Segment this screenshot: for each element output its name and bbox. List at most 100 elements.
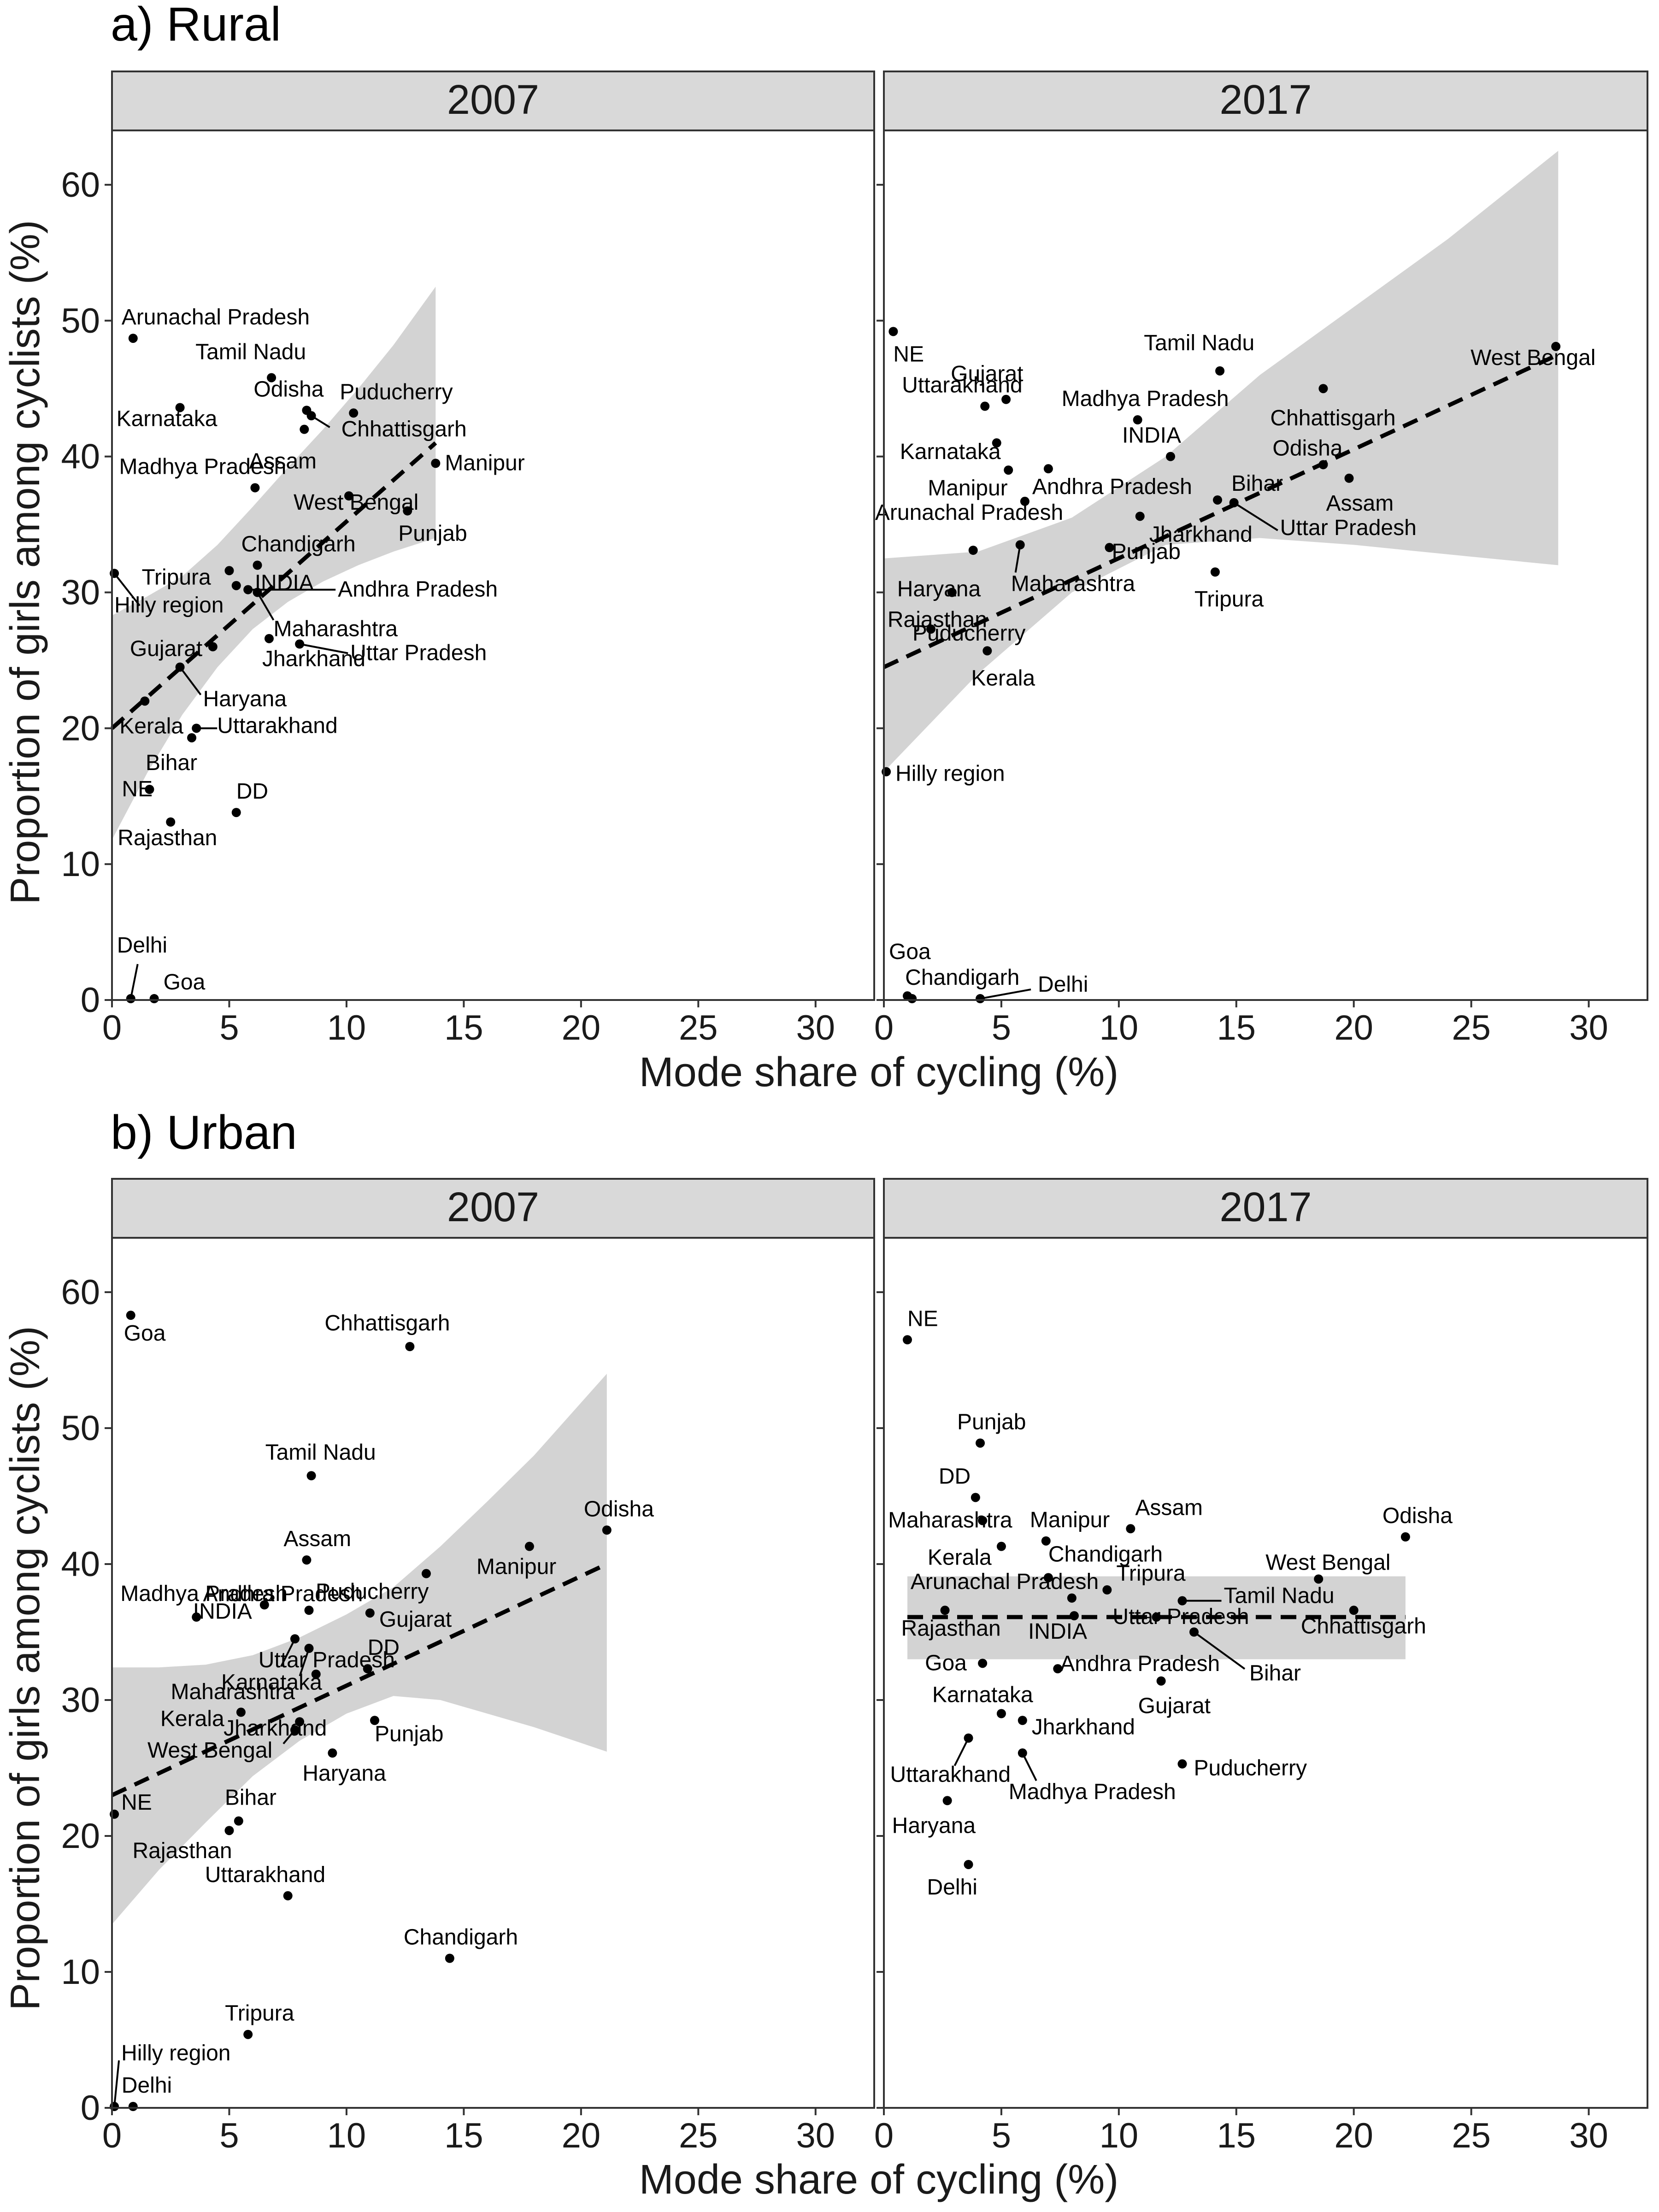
point-label-haryana: Haryana	[892, 1813, 976, 1838]
point-label-haryana: Haryana	[203, 687, 287, 712]
leader-line-maharashtra	[299, 1648, 310, 1677]
x-tick-label-5: 5	[219, 1008, 239, 1047]
point-chandigarh	[445, 1953, 454, 1963]
point-west-bengal	[1551, 341, 1561, 351]
point-label-ne: NE	[122, 777, 153, 801]
point-label-andhra-pradesh: Andhra Pradesh	[203, 1582, 363, 1606]
point-label-odisha: Odisha	[584, 1497, 654, 1521]
point-dd	[363, 1664, 372, 1674]
point-label-uttarakhand: Uttarakhand	[217, 713, 337, 738]
point-label-delhi: Delhi	[117, 933, 167, 958]
point-delhi	[128, 2102, 138, 2112]
point-label-dd: DD	[939, 1464, 971, 1488]
point-chhattisgarh	[1318, 384, 1328, 394]
point-label-rajasthan: Rajasthan	[132, 1839, 232, 1863]
point-label-uttar-pradesh: Uttar Pradesh	[350, 641, 487, 665]
point-label-puducherry: Puducherry	[340, 380, 453, 404]
point-label-ne: NE	[893, 342, 924, 366]
point-label-west-bengal: West Bengal	[147, 1738, 272, 1763]
leader-line-delhi	[980, 988, 1031, 1000]
point-manipur	[1041, 1536, 1051, 1546]
point-ne	[888, 327, 898, 336]
point-uttar-pradesh	[1229, 498, 1239, 507]
x-tick-label-25: 25	[1452, 1008, 1491, 1047]
point-kerala	[996, 1541, 1006, 1551]
point-label-chhattisgarh: Chhattisgarh	[341, 417, 467, 441]
leader-line-uttar-pradesh	[1233, 502, 1278, 531]
point-tamil-nadu	[1177, 1596, 1187, 1606]
point-label-arunachal-pradesh: Arunachal Pradesh	[122, 305, 310, 329]
point-delhi	[964, 1859, 973, 1869]
point-rajasthan	[947, 588, 957, 597]
point-label-karnataka: Karnataka	[221, 1670, 322, 1694]
point-tamil-nadu	[1215, 366, 1225, 376]
point-uttar-pradesh	[295, 639, 305, 649]
y-tick-label-10: 10	[61, 845, 100, 884]
y-tick-label-60: 60	[61, 1273, 100, 1312]
point-tripura	[1210, 567, 1220, 577]
point-label-bihar: Bihar	[225, 1786, 276, 1810]
point-tripura	[224, 566, 234, 576]
point-label-karnataka: Karnataka	[117, 406, 218, 431]
point-tripura	[243, 2030, 253, 2039]
point-label-assam: Assam	[1135, 1495, 1203, 1520]
point-chhattisgarh	[306, 411, 316, 421]
y-tick-label-30: 30	[61, 1681, 100, 1720]
point-rajasthan	[224, 1826, 234, 1835]
leader-line-maharashtra	[256, 592, 275, 621]
point-label-punjab: Punjab	[957, 1410, 1026, 1434]
point-label-haryana: Haryana	[302, 1761, 386, 1786]
point-label-india: INDIA	[193, 1600, 252, 1624]
point-label-karnataka: Karnataka	[900, 440, 1001, 464]
point-label-rajasthan: Rajasthan	[118, 826, 217, 850]
panel-border	[883, 129, 1648, 1001]
point-arunachal-pradesh	[128, 334, 138, 343]
point-madhya-pradesh	[250, 483, 260, 493]
leader-line-haryana	[179, 666, 202, 695]
y-tick-label-50: 50	[61, 1409, 100, 1448]
point-label-kerala: Kerala	[119, 714, 183, 738]
facet-label: 2017	[1219, 1184, 1312, 1230]
point-label-assam: Assam	[1326, 491, 1394, 516]
point-label-punjab: Punjab	[375, 1722, 443, 1746]
point-label-hilly-region: Hilly region	[895, 762, 1005, 786]
point-label-punjab: Punjab	[398, 522, 467, 546]
point-maharashtra	[1015, 540, 1025, 550]
point-label-chhattisgarh: Chhattisgarh	[1301, 1614, 1426, 1638]
point-kerala	[982, 646, 992, 656]
point-west-bengal	[1314, 1574, 1324, 1584]
panel-border	[111, 129, 875, 1001]
point-karnataka	[996, 1709, 1006, 1718]
point-label-jharkhand: Jharkhand	[1032, 1715, 1135, 1739]
y-tick-label-40: 40	[61, 437, 100, 477]
x-axis-title-urban: Mode share of cycling (%)	[639, 2157, 1118, 2203]
point-jharkhand	[295, 1717, 305, 1727]
panel-border	[111, 1237, 875, 2109]
point-label-assam: Assam	[249, 449, 317, 474]
facet-strip	[883, 71, 1648, 131]
point-label-dd: DD	[368, 1635, 400, 1660]
point-label-delhi: Delhi	[1038, 972, 1088, 997]
point-gujarat	[208, 642, 218, 652]
point-label-chandigarh: Chandigarh	[241, 532, 356, 557]
point-chandigarh	[253, 560, 262, 570]
point-jharkhand	[1018, 1716, 1027, 1725]
point-haryana	[328, 1748, 337, 1758]
leader-line-delhi	[129, 964, 139, 999]
point-label-manipur: Manipur	[445, 451, 524, 475]
point-label-kerala: Kerala	[971, 666, 1035, 690]
point-label-maharashtra: Maharashtra	[274, 617, 398, 641]
point-label-gujarat: Gujarat	[379, 1607, 452, 1632]
point-label-bihar: Bihar	[1231, 471, 1283, 496]
point-label-dd: DD	[236, 779, 268, 804]
point-manipur	[1004, 465, 1013, 475]
leader-line-uttar-pradesh	[299, 643, 348, 654]
point-label-arunachal-pradesh: Arunachal Pradesh	[875, 500, 1063, 525]
point-manipur	[524, 1541, 534, 1551]
panel-urban-2007: 2007 Goa Chhattisgarh Tamil Nadu Odisha Manip…	[61, 1178, 875, 2155]
point-haryana	[942, 1796, 952, 1806]
point-label-goa: Goa	[925, 1651, 967, 1675]
point-label-puducherry: Puducherry	[1194, 1756, 1307, 1781]
point-label-hilly-region: Hilly region	[121, 2041, 230, 2065]
point-label-goa: Goa	[164, 970, 206, 994]
